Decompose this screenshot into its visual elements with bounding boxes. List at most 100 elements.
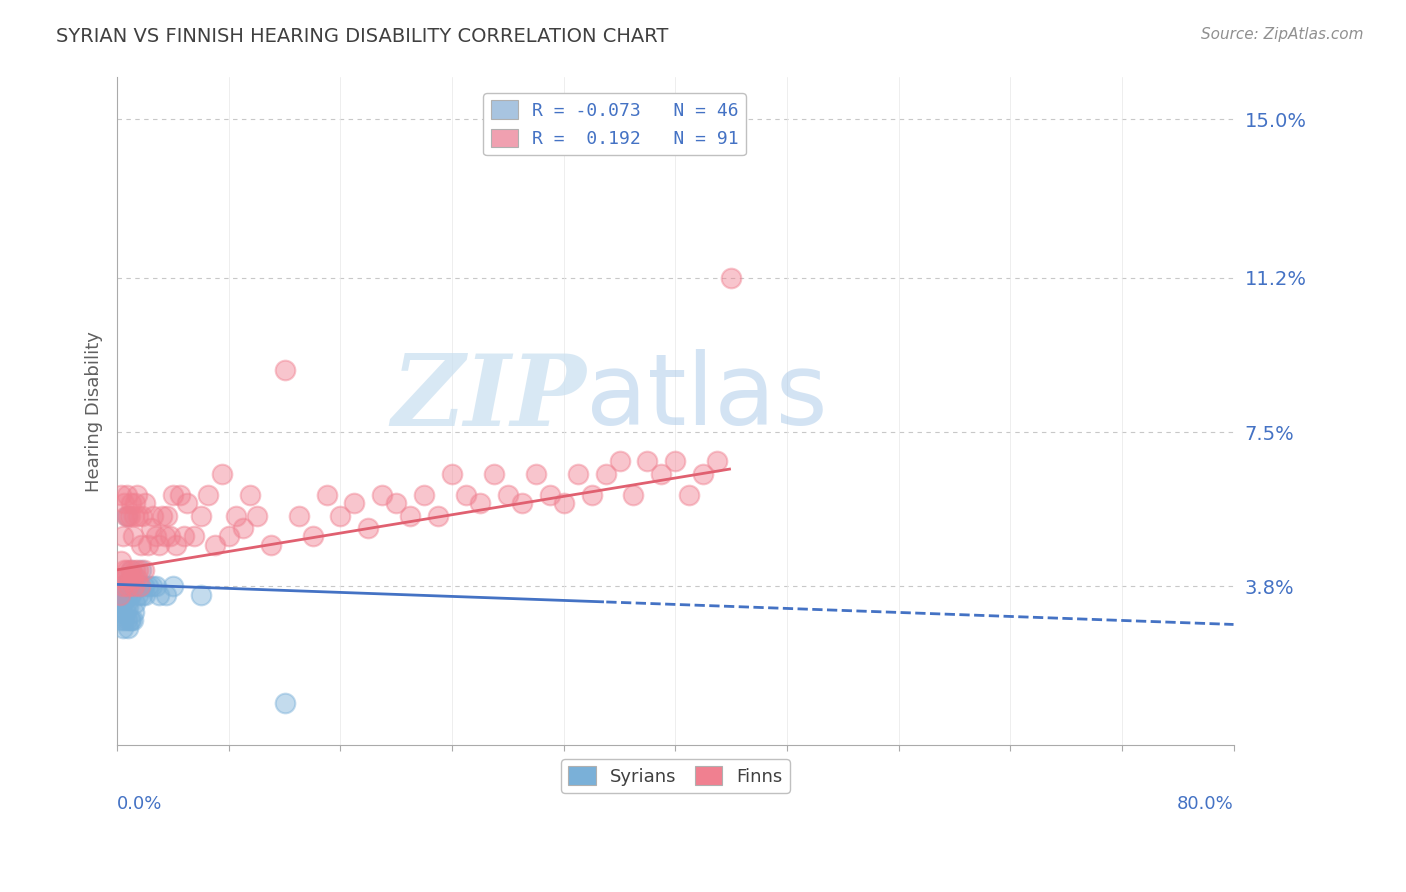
Point [108,605,131,619]
Point [136,580,159,594]
Point [159,529,181,543]
Text: ZIP: ZIP [391,350,586,446]
Text: 0.0%: 0.0% [117,795,163,814]
Point [623,488,645,502]
Point [692,467,714,481]
Point [273,362,295,376]
Y-axis label: Hearing Disability: Hearing Disability [86,331,103,491]
Point [524,467,547,481]
Point [145,529,167,543]
Point [609,454,631,468]
Point [117,600,139,615]
Point [162,488,184,502]
Point [197,488,219,502]
Point [155,588,177,602]
Point [357,521,380,535]
Text: SYRIAN VS FINNISH HEARING DISABILITY CORRELATION CHART: SYRIAN VS FINNISH HEARING DISABILITY COR… [56,27,669,45]
Point [399,508,422,523]
Point [124,571,146,585]
Point [142,508,165,523]
Point [127,508,149,523]
Point [567,467,589,481]
Point [553,496,575,510]
Point [636,454,658,468]
Point [115,488,138,502]
Point [114,588,136,602]
Point [117,621,139,635]
Point [441,467,464,481]
Point [118,508,141,523]
Point [124,596,146,610]
Point [121,529,143,543]
Point [141,580,163,594]
Point [225,508,247,523]
Legend: Syrians, Finns: Syrians, Finns [561,759,790,793]
Point [145,580,167,594]
Point [110,588,132,602]
Point [114,605,136,619]
Point [124,496,146,510]
Point [129,563,152,577]
Point [468,496,491,510]
Point [112,496,135,510]
Point [371,488,394,502]
Point [117,508,139,523]
Point [720,270,742,285]
Point [129,538,152,552]
Point [650,467,672,481]
Point [246,508,269,523]
Point [110,613,132,627]
Point [139,521,162,535]
Point [153,529,176,543]
Point [112,563,135,577]
Point [496,488,519,502]
Point [678,488,700,502]
Point [664,454,686,468]
Point [120,496,142,510]
Point [114,508,136,523]
Point [156,508,179,523]
Point [121,571,143,585]
Point [131,508,153,523]
Text: atlas: atlas [586,350,828,446]
Point [131,588,153,602]
Point [111,580,134,594]
Point [124,563,146,577]
Point [115,613,138,627]
Point [111,621,134,635]
Point [132,563,155,577]
Point [581,488,603,502]
Point [122,580,145,594]
Point [301,529,323,543]
Point [273,696,295,710]
Point [427,508,450,523]
Point [132,580,155,594]
Point [118,571,141,585]
Point [454,488,477,502]
Point [117,580,139,594]
Point [128,580,150,594]
Point [538,488,561,502]
Point [127,588,149,602]
Point [190,508,212,523]
Point [108,588,131,602]
Point [148,588,170,602]
Point [204,538,226,552]
Point [112,571,135,585]
Point [118,613,141,627]
Point [112,588,135,602]
Point [115,563,138,577]
Point [121,580,143,594]
Point [122,508,145,523]
Point [107,592,129,607]
Point [125,571,148,585]
Point [114,571,136,585]
Point [122,605,145,619]
Point [148,538,170,552]
Point [232,521,254,535]
Point [117,580,139,594]
Text: 80.0%: 80.0% [1177,795,1233,814]
Point [108,580,131,594]
Point [122,580,145,594]
Point [260,538,283,552]
